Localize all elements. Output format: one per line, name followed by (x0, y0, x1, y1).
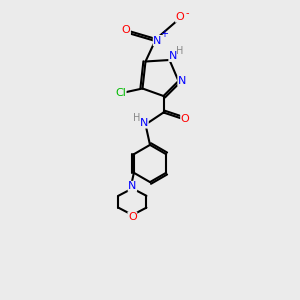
Text: N: N (140, 118, 148, 128)
Text: O: O (176, 12, 184, 22)
Text: O: O (128, 212, 137, 222)
Text: H: H (133, 113, 140, 123)
Text: Cl: Cl (115, 88, 126, 98)
Text: H: H (176, 46, 184, 56)
Text: O: O (122, 25, 130, 35)
Text: N: N (178, 76, 186, 86)
Text: -: - (185, 8, 189, 19)
Text: N: N (128, 182, 136, 191)
Text: N: N (169, 51, 177, 62)
Text: N: N (153, 35, 162, 46)
Text: +: + (160, 28, 168, 39)
Text: O: O (181, 113, 190, 124)
